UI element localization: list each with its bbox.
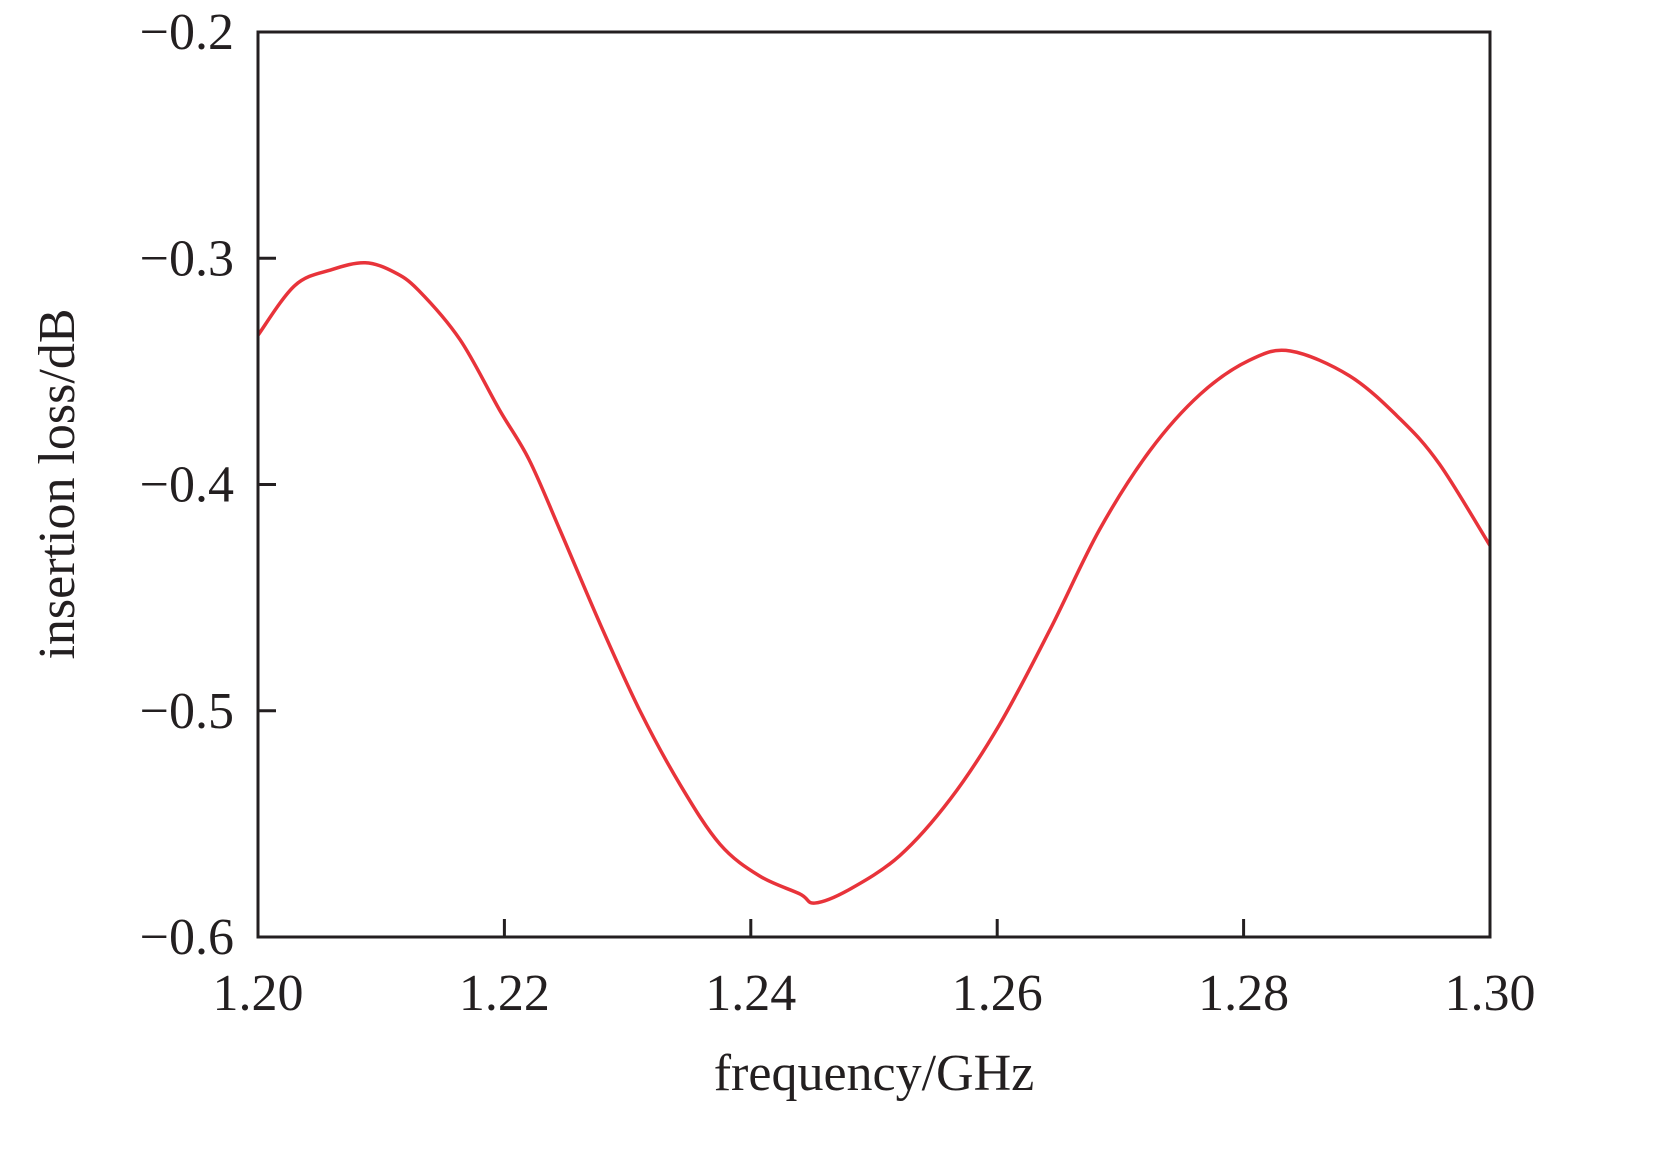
y-tick-label: −0.5 bbox=[140, 683, 234, 740]
x-tick-label: 1.20 bbox=[213, 965, 304, 1022]
y-axis-label: insertion loss/dB bbox=[29, 308, 86, 659]
x-axis-label: frequency/GHz bbox=[714, 1045, 1035, 1102]
x-tick-label: 1.22 bbox=[459, 965, 550, 1022]
x-tick-label: 1.30 bbox=[1445, 965, 1536, 1022]
plot-frame bbox=[256, 30, 1492, 939]
x-tick-label: 1.26 bbox=[952, 965, 1043, 1022]
series-line bbox=[256, 261, 1492, 905]
y-tick-label: −0.4 bbox=[140, 457, 234, 514]
y-tick-label: −0.6 bbox=[140, 909, 234, 966]
x-tick-label: 1.28 bbox=[1198, 965, 1289, 1022]
x-tick-label: 1.24 bbox=[705, 965, 796, 1022]
y-tick-label: −0.3 bbox=[140, 230, 234, 287]
y-tick-label: −0.2 bbox=[140, 4, 234, 61]
